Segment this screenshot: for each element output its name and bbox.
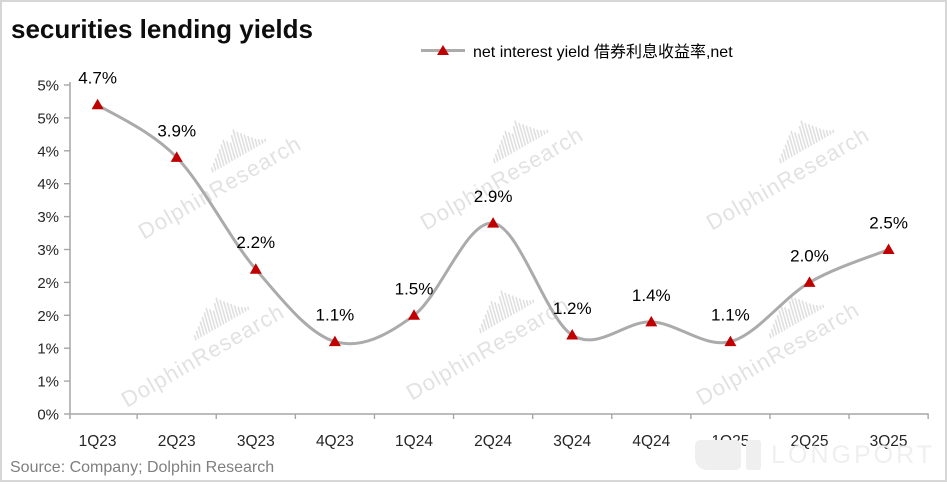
data-label: 2.9% (474, 187, 513, 206)
y-axis-tick-label: 2% (37, 275, 59, 292)
data-label: 2.5% (869, 214, 908, 233)
legend-line-triangle-icon (421, 44, 465, 56)
x-axis-tick-label: 4Q24 (632, 433, 670, 450)
y-axis-tick-label: 4% (37, 176, 59, 193)
y-axis-tick-label: 3% (37, 242, 59, 259)
y-axis-tick-label: 5% (37, 78, 59, 95)
source-note: Source: Company; Dolphin Research (10, 459, 275, 476)
x-axis-tick-label: 3Q23 (237, 433, 275, 450)
y-axis-tick-label: 1% (37, 374, 59, 391)
data-label: 1.2% (553, 299, 592, 318)
data-label: 2.0% (790, 246, 829, 265)
data-point-marker (249, 263, 262, 274)
y-axis-tick-label: 5% (37, 110, 59, 127)
x-axis-tick-label: 2Q23 (158, 433, 196, 450)
y-axis-tick-label: 0% (37, 407, 59, 424)
data-label: 1.1% (711, 306, 750, 325)
y-axis-tick-label: 1% (37, 341, 59, 358)
x-axis-tick-label: 2Q25 (791, 433, 829, 450)
x-axis-tick-label: 3Q25 (870, 433, 908, 450)
data-label: 1.1% (316, 306, 355, 325)
y-axis-tick-label: 2% (37, 308, 59, 325)
data-point-marker (487, 217, 500, 228)
x-axis-tick-label: 3Q24 (553, 433, 591, 450)
y-axis-tick-label: 4% (37, 143, 59, 160)
chart-title: securities lending yields (11, 14, 313, 44)
data-label: 4.7% (78, 69, 117, 88)
data-point-marker (328, 335, 341, 347)
data-point-marker (803, 276, 816, 287)
x-axis-tick-label: 1Q23 (79, 433, 117, 450)
data-label: 1.4% (632, 286, 671, 305)
data-point-marker (882, 243, 895, 254)
data-point-marker (91, 98, 104, 110)
legend: net interest yield 借券利息收益率,net (421, 38, 733, 62)
legend-label: net interest yield 借券利息收益率,net (473, 44, 733, 61)
data-point-marker (645, 315, 658, 327)
data-point-marker (724, 335, 737, 347)
x-axis-tick-label: 1Q24 (395, 433, 433, 450)
data-point-marker (566, 329, 579, 340)
data-label: 2.2% (236, 233, 275, 252)
data-point-marker (408, 309, 420, 320)
data-label: 1.5% (395, 279, 434, 298)
data-point-marker (170, 151, 183, 162)
y-axis-tick-label: 3% (37, 209, 59, 226)
x-axis-tick-label: 2Q24 (474, 433, 512, 450)
x-axis-tick-label: 1Q25 (711, 433, 749, 450)
x-axis-tick-label: 4Q23 (316, 433, 354, 450)
data-label: 3.9% (157, 121, 196, 140)
